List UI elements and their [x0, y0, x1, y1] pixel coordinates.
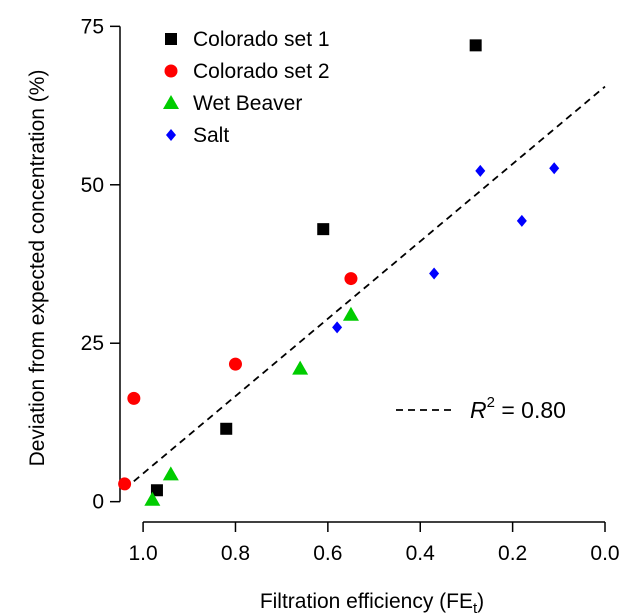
point-colorado-set-2: [344, 272, 358, 286]
y-axis-title: Deviation from expected concentration (%…: [26, 70, 49, 467]
point-colorado-set-1: [150, 484, 163, 497]
x-tick-label: 1.0: [128, 542, 157, 565]
point-colorado-set-1: [220, 422, 233, 435]
point-salt: [475, 164, 486, 177]
y-tick-label: 0: [92, 491, 104, 514]
legend-marker-salt: [166, 129, 176, 141]
y-tick-label: 50: [81, 174, 104, 197]
x-tick-label: 0.0: [590, 542, 619, 565]
r-squared-r: R: [470, 397, 487, 423]
legend: Colorado set 1 Colorado set 2 Wet Beaver Sa…: [163, 28, 330, 147]
data-points: [118, 39, 560, 506]
x-tick-label: 0.8: [221, 542, 250, 565]
point-salt: [516, 214, 527, 227]
x-axis-title-subscript: t: [473, 600, 478, 615]
legend-label-wet-beaver: Wet Beaver: [193, 92, 302, 115]
point-colorado-set-2: [127, 391, 141, 405]
x-ticks: 1.0 0.8 0.6 0.4 0.2 0.0: [128, 522, 620, 565]
point-salt: [332, 321, 343, 334]
axes: 0 25 50 75 1.0 0.8 0.6 0.4 0.2 0.0: [81, 15, 620, 565]
x-tick-label: 0.2: [498, 542, 527, 565]
r-squared-superscript: 2: [487, 394, 495, 411]
x-axis-title-main: Filtration efficiency (FE: [260, 590, 473, 613]
point-wet-beaver: [292, 360, 309, 375]
legend-label-colorado-set-2: Colorado set 2: [193, 60, 330, 83]
legend-marker-colorado-set-1: [165, 33, 177, 45]
x-axis-title: Filtration efficiency (FEt): [260, 590, 484, 615]
legend-label-salt: Salt: [193, 124, 229, 147]
point-colorado-set-1: [317, 223, 330, 236]
r-squared-annotation: R2 = 0.80: [396, 394, 566, 423]
r-squared-label: R2 = 0.80: [470, 394, 566, 423]
r-squared-value: = 0.80: [495, 397, 566, 423]
x-tick-label: 0.4: [406, 542, 436, 565]
point-wet-beaver: [342, 306, 359, 321]
point-colorado-set-1: [469, 39, 482, 52]
legend-label-colorado-set-1: Colorado set 1: [193, 28, 330, 51]
x-tick-label: 0.6: [313, 542, 342, 565]
y-ticks: 0 25 50 75: [81, 15, 120, 514]
point-salt: [429, 267, 440, 280]
y-tick-label: 75: [81, 15, 104, 38]
point-colorado-set-2: [228, 357, 242, 371]
fit-line: [124, 85, 606, 490]
legend-marker-colorado-set-2: [164, 64, 178, 78]
legend-marker-wet-beaver: [163, 95, 179, 109]
point-wet-beaver: [162, 466, 179, 481]
point-colorado-set-2: [118, 477, 132, 491]
x-axis-title-close: ): [477, 590, 484, 613]
y-tick-label: 25: [81, 332, 104, 355]
point-salt: [549, 162, 560, 175]
point-wet-beaver: [144, 491, 161, 506]
